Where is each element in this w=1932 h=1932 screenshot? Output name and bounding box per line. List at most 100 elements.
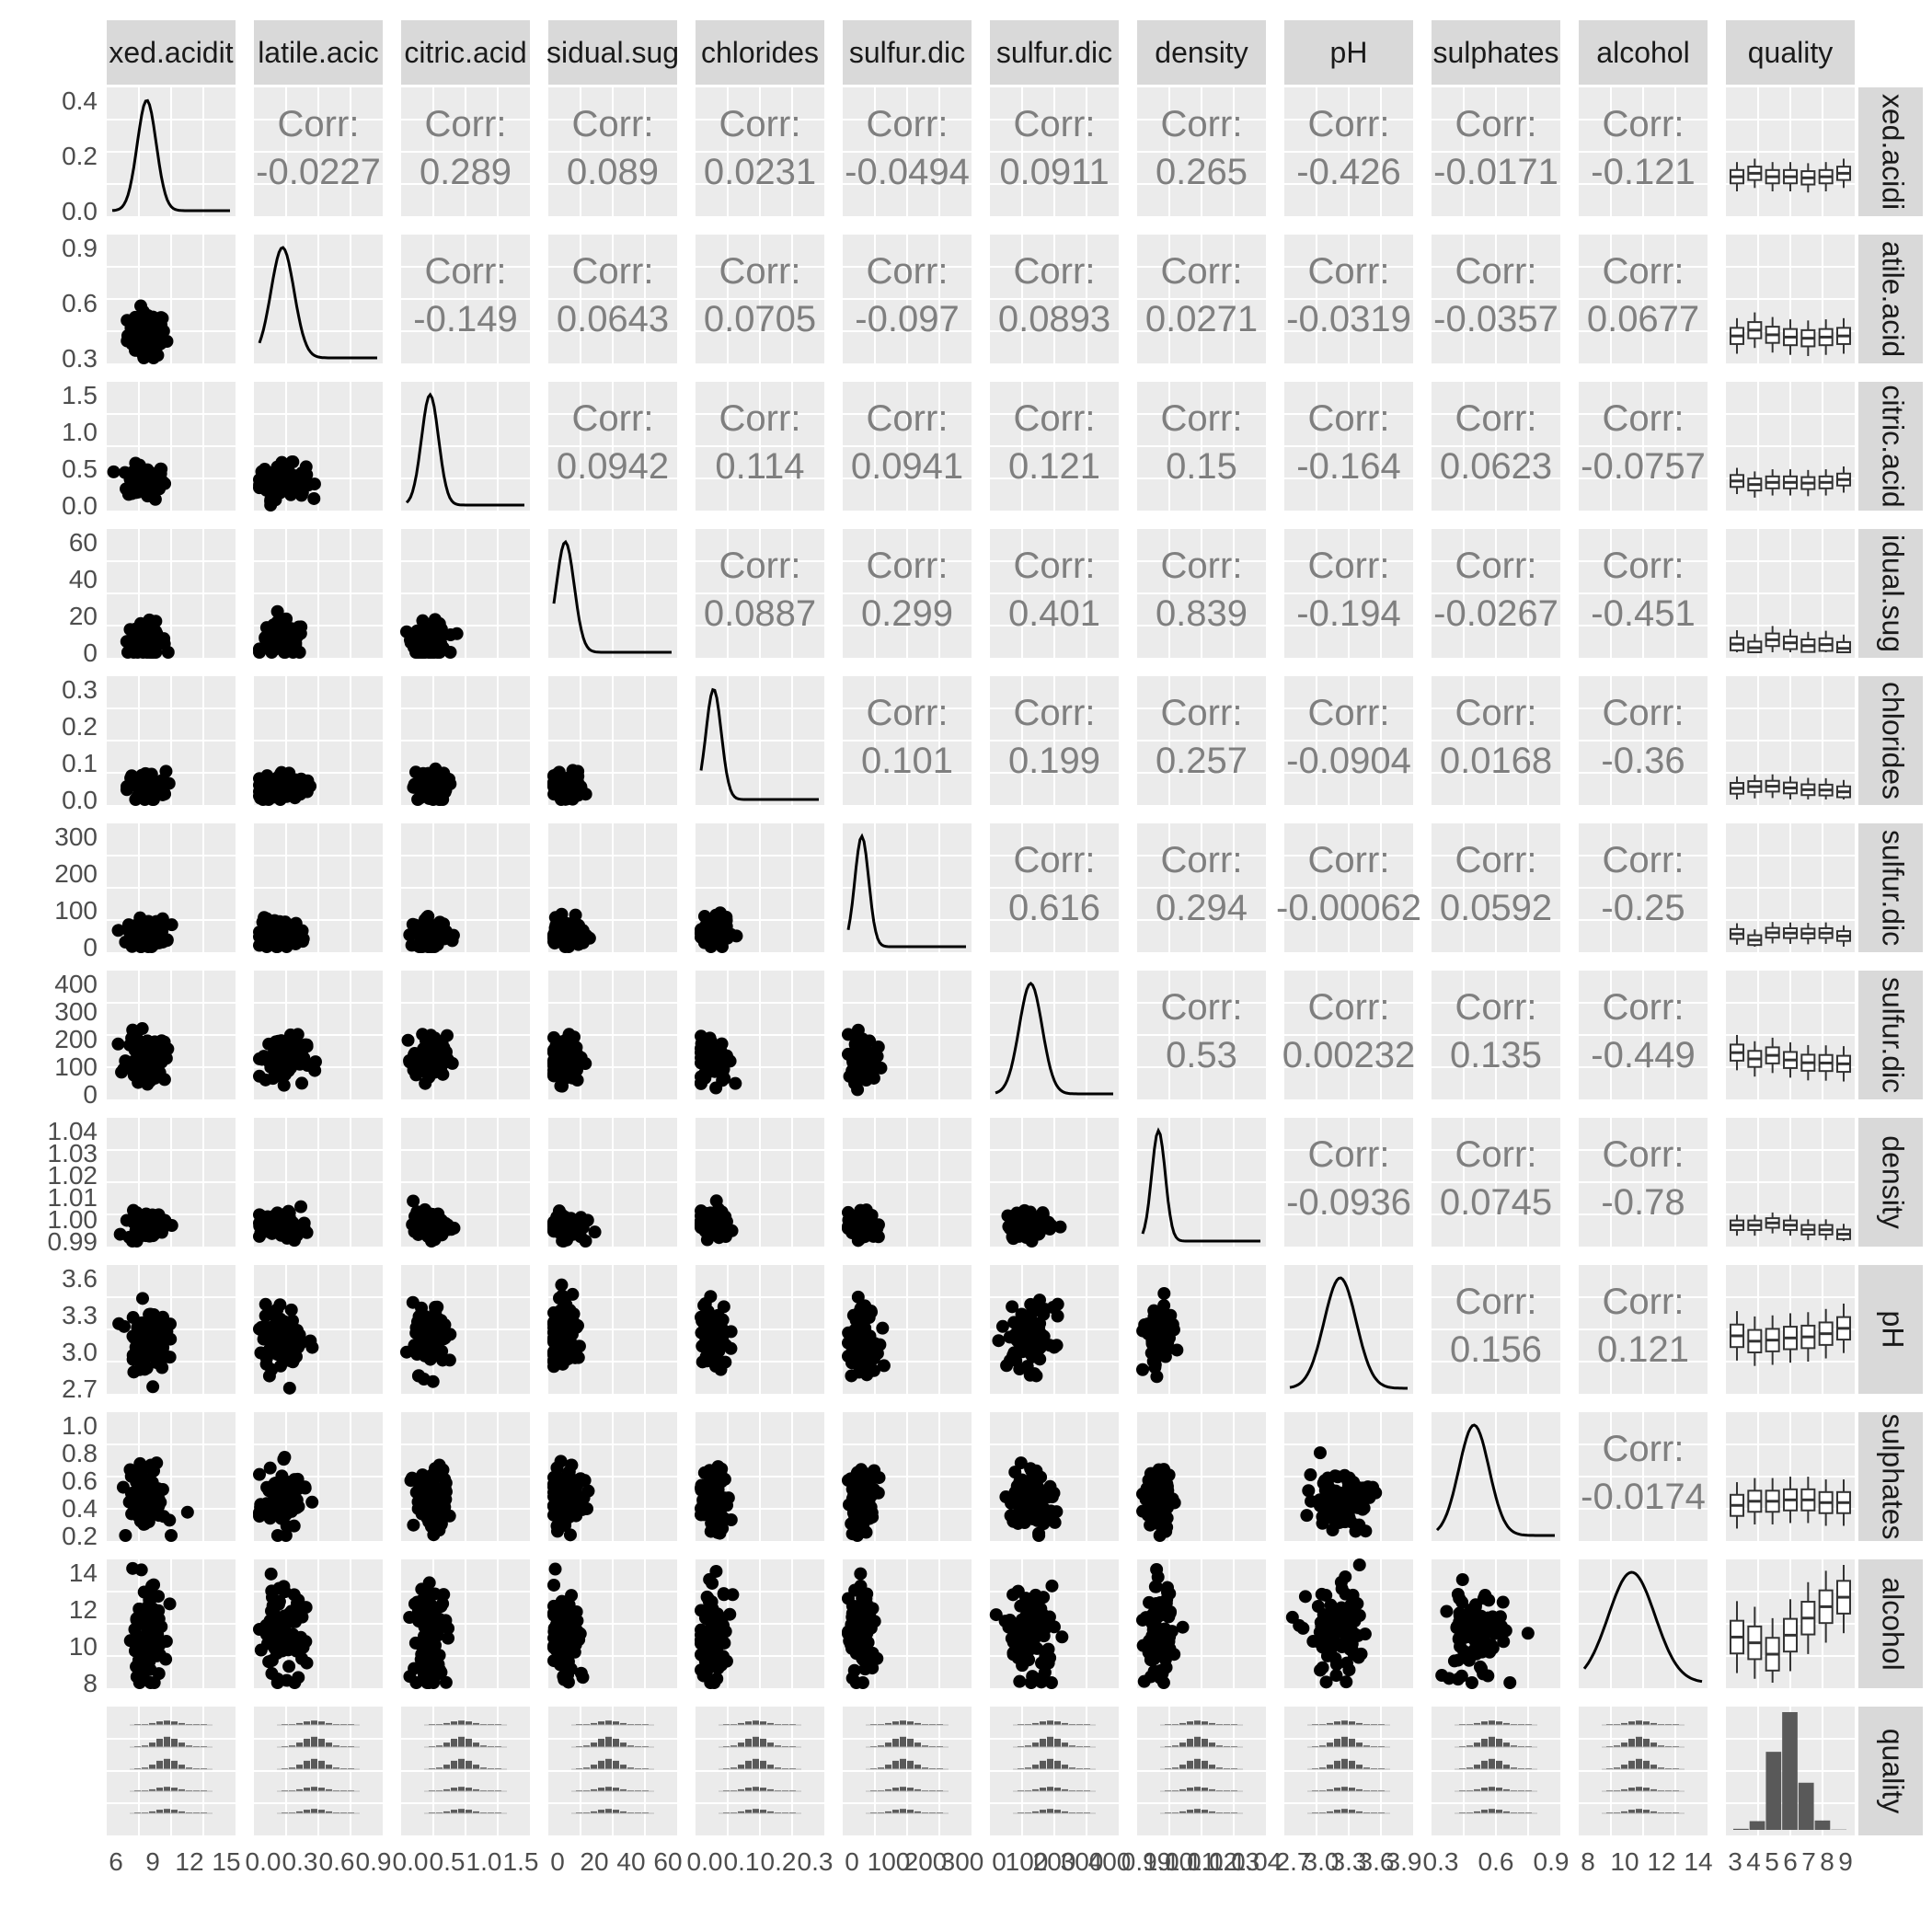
panel-r7-c11 (1726, 1118, 1855, 1247)
scatter-point (551, 1055, 565, 1069)
scatter-point (695, 1037, 708, 1051)
panel-r0-c11 (1726, 87, 1855, 216)
scatter-point (849, 1075, 863, 1089)
scatter-point (426, 782, 440, 796)
corr-value: 0.0941 (851, 446, 963, 487)
scatter-point (133, 1456, 147, 1470)
scatter-point (253, 772, 266, 786)
scatter-point (403, 928, 417, 942)
scatter-point (707, 1063, 721, 1076)
density-curve (699, 687, 819, 801)
scatter-point (992, 1334, 1006, 1348)
scatter-point (851, 1023, 865, 1037)
panel-r3-c3 (548, 529, 677, 658)
panel-r2-c3: Corr: 0.0942 (548, 382, 677, 511)
panel-r2-c8: Corr: -0.164 (1284, 382, 1413, 511)
scatter-point (161, 646, 175, 659)
panel-r2-c4: Corr: 0.114 (696, 382, 824, 511)
scatter-point (130, 1235, 144, 1248)
scatter-point (143, 633, 156, 647)
corr-value: -0.194 (1296, 593, 1400, 634)
scatter-point (155, 318, 168, 332)
scatter-point (148, 492, 162, 506)
panel-r9-c5 (842, 1412, 972, 1542)
corr-label: Corr: (1603, 693, 1685, 733)
corr-value: 0.199 (1008, 741, 1100, 781)
corr-label: Corr: (425, 251, 507, 292)
scatter-point (712, 1202, 726, 1216)
panel-r6-c3 (547, 971, 677, 1099)
panel-r2-c1 (253, 382, 383, 512)
scatter-point (259, 1297, 272, 1311)
scatter-point (716, 1332, 730, 1346)
corr-label: Corr: (1161, 987, 1243, 1028)
corr-value: 0.53 (1166, 1035, 1237, 1075)
scatter-point (144, 923, 158, 937)
corr-label: Corr: (1603, 104, 1685, 144)
scatter-point (1050, 1339, 1064, 1352)
scatter-point (413, 791, 427, 805)
scatter-point (132, 1491, 145, 1505)
panel-r8-c10: Corr: 0.121 (1579, 1265, 1708, 1394)
scatter-point (555, 907, 569, 921)
scatter-point (710, 1047, 724, 1061)
scatter-point (254, 1498, 268, 1512)
corr-label: Corr: (1308, 693, 1390, 733)
corr-label: Corr: (1014, 104, 1096, 144)
scatter-point (180, 1505, 194, 1519)
scatter-point (409, 1068, 423, 1082)
corr-label: Corr: (1455, 398, 1537, 439)
corr-value: -0.0171 (1433, 152, 1558, 192)
corr-label: Corr: (867, 693, 949, 733)
scatter-point (143, 319, 156, 333)
density-curve (111, 98, 230, 213)
corr-value: 0.265 (1156, 152, 1248, 192)
corr-value: 0.0271 (1145, 299, 1258, 339)
panel-r9-c4 (695, 1412, 824, 1541)
scatter-point (155, 1351, 169, 1365)
panel-r3-c1 (253, 529, 383, 659)
scatter-point (112, 1317, 126, 1330)
corr-label: Corr: (278, 104, 360, 144)
corr-label: Corr: (1308, 840, 1390, 880)
corr-label: Corr: (867, 398, 949, 439)
corr-label: Corr: (1014, 693, 1096, 733)
corr-value: 0.00232 (1282, 1035, 1416, 1075)
scatter-point (120, 482, 133, 496)
scatter-point (165, 1529, 178, 1542)
scatter-point (287, 773, 301, 787)
scatter-point (588, 1225, 602, 1239)
scatter-point (995, 1319, 1009, 1333)
scatter-point (263, 1461, 277, 1475)
panel-r1-c11 (1726, 235, 1855, 363)
scatter-point (107, 465, 121, 478)
scatter-point (863, 1034, 877, 1048)
scatter-point (552, 1353, 566, 1367)
panel-r2-c7: Corr: 0.15 (1137, 382, 1266, 511)
scatter-point (562, 1060, 576, 1074)
panel-r1-c1 (254, 235, 383, 363)
scatter-point (145, 787, 159, 800)
scatter-point (876, 1321, 890, 1335)
panel-r4-c5: Corr: 0.101 (843, 676, 972, 805)
panel-r1-c2: Corr: -0.149 (401, 235, 530, 363)
scatter-point (111, 924, 125, 937)
panel-r1-c3: Corr: 0.0643 (548, 235, 677, 363)
panel-r7-c0 (107, 1118, 236, 1248)
corr-label: Corr: (1014, 840, 1096, 880)
scatter-point (422, 1070, 436, 1084)
scatter-point (704, 1218, 718, 1232)
scatter-point (1157, 1286, 1171, 1300)
scatter-point (422, 940, 436, 953)
scatter-point (562, 1312, 576, 1326)
scatter-point (851, 1057, 865, 1071)
panel-r3-c7: Corr: 0.839 (1137, 529, 1266, 658)
scatter-point (269, 1063, 282, 1076)
panel-r8-c6 (990, 1265, 1119, 1394)
corr-label: Corr: (1603, 251, 1685, 292)
scatter-point (416, 1028, 430, 1041)
scatter-point (1034, 1338, 1048, 1351)
scatter-point (284, 1504, 298, 1518)
corr-value: 0.0623 (1440, 446, 1552, 487)
corr-label: Corr: (1455, 1282, 1537, 1322)
